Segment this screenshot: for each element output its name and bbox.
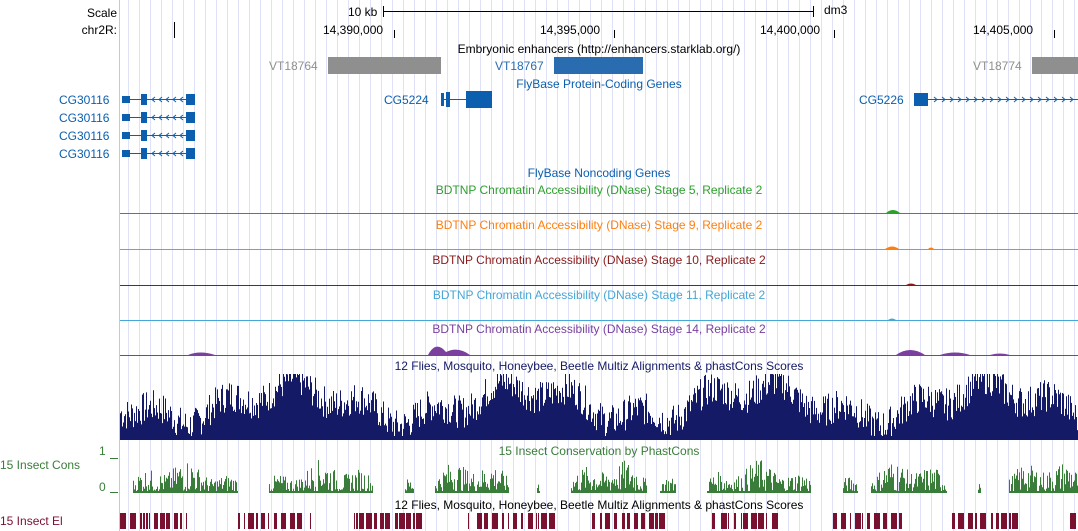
assembly-label: dm3 [824,3,848,17]
enhancer-label-vt18767[interactable]: VT18767 [495,59,544,73]
gene-label-cg30116[interactable]: CG30116 [59,147,110,161]
flybase-coding-track-title[interactable]: FlyBase Protein-Coding Genes [516,77,682,91]
phastcons-side-label[interactable]: 15 Insect Cons [0,458,81,472]
elements-side-label[interactable]: 15 Insect El [0,514,63,528]
dnase-stage11-title[interactable]: BDTNP Chromatin Accessibility (DNase) St… [432,288,766,302]
dnase-stage14-peak [428,346,470,355]
gene-label-cg30116[interactable]: CG30116 [59,129,110,143]
enhancers-track-title[interactable]: Embryonic enhancers (http://enhancers.st… [457,42,741,56]
ruler-tick-label: 14,395,000 [540,23,601,37]
ruler-chrom-label: chr2R: [81,23,117,37]
enhancer-vt18764 [328,57,441,74]
enhancer-label-vt18774[interactable]: VT18774 [973,59,1022,73]
enhancer-vt18767 [554,57,643,74]
dnase-stage14-title[interactable]: BDTNP Chromatin Accessibility (DNase) St… [432,322,766,336]
enhancer-label-vt18764[interactable]: VT18764 [269,59,318,73]
ruler-scale-label: Scale [86,6,117,20]
flybase-noncoding-track-title[interactable]: FlyBase Noncoding Genes [527,166,671,180]
gene-label-cg5224[interactable]: CG5224 [384,93,429,107]
phastcons-max-label: 1 [99,444,106,458]
ruler-tick-label: 14,390,000 [323,23,384,37]
gene-label-cg30116[interactable]: CG30116 [59,111,110,125]
dnase-stage5-peak [886,210,900,213]
cg30116-gene-models [122,94,195,159]
enhancer-vt18774 [1032,57,1078,74]
cg5224-gene-model [441,91,492,108]
multiz2-track-title[interactable]: 12 Flies, Mosquito, Honeybee, Beetle Mul… [394,498,804,512]
cg5226-gene-model [914,93,1078,106]
phastcons-track-title[interactable]: 15 Insect Conservation by PhastCons [498,444,700,458]
multiz-track-title[interactable]: 12 Flies, Mosquito, Honeybee, Beetle Mul… [394,359,804,373]
dnase-stage9-peak [885,246,899,249]
conserved-elements [120,513,1076,529]
ruler-tick-label: 14,400,000 [760,23,821,37]
gene-label-cg30116[interactable]: CG30116 [59,93,110,107]
dnase-stage10-title[interactable]: BDTNP Chromatin Accessibility (DNase) St… [432,253,766,267]
multiz-conservation-plot [120,374,1078,440]
dnase-stage5-title[interactable]: BDTNP Chromatin Accessibility (DNase) St… [435,183,763,197]
dnase-stage9-title[interactable]: BDTNP Chromatin Accessibility (DNase) St… [435,218,763,232]
phastcons-plot [133,460,1078,493]
ruler-tick-label: 14,405,000 [973,23,1034,37]
phastcons-min-label: 0 [99,480,106,494]
gene-label-cg5226[interactable]: CG5226 [859,93,904,107]
scale-value: 10 kb [348,5,378,19]
vertical-gridlines [128,0,1075,531]
